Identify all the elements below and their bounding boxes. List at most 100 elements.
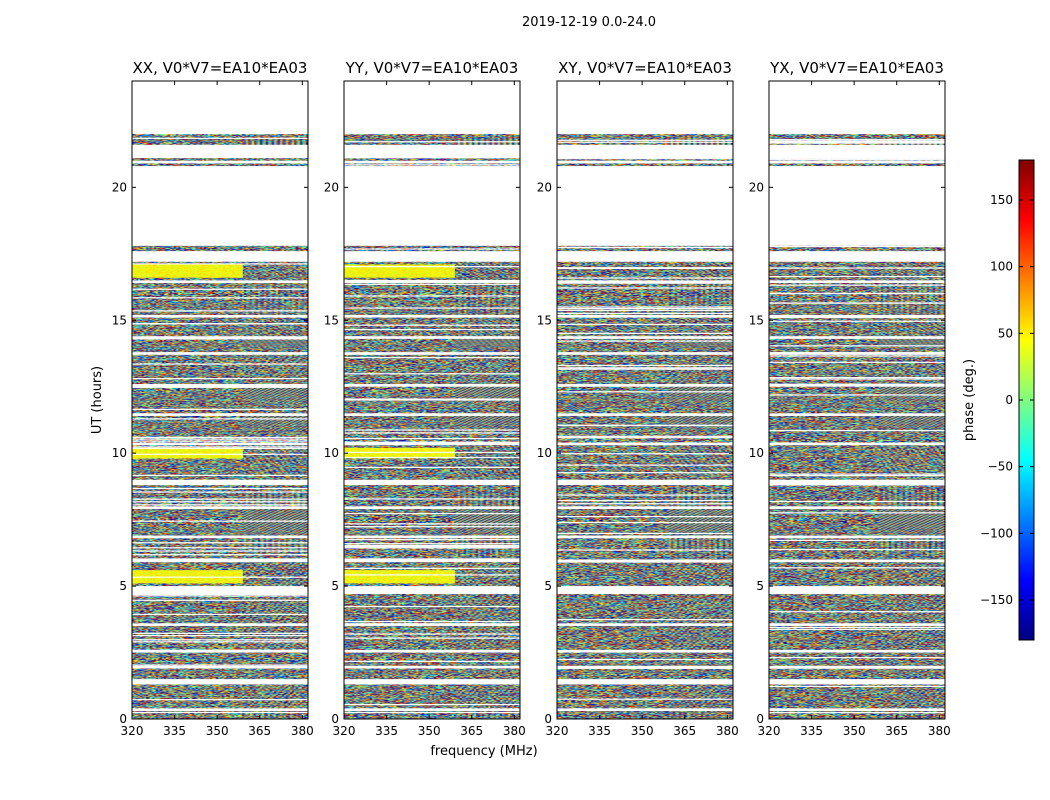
- flag-gap: [344, 295, 520, 297]
- flag-gap: [769, 506, 945, 508]
- flag-gap: [344, 373, 520, 375]
- flag-gap: [132, 338, 308, 340]
- flag-gap: [344, 574, 520, 576]
- flag-gap: [132, 436, 308, 438]
- heatmap-segment: [769, 163, 945, 167]
- heatmap-segment: [557, 158, 733, 161]
- x-tick-label: 350: [631, 724, 654, 738]
- phase-heatmap: [132, 127, 308, 719]
- flag-gap: [132, 664, 308, 666]
- heatmap-segment: [769, 261, 945, 281]
- y-tick-label: 0: [331, 712, 339, 726]
- flag-gap: [769, 628, 945, 630]
- y-tick-label: 10: [749, 446, 764, 460]
- heatmap-segment: [132, 338, 308, 353]
- flag-gap: [344, 150, 520, 152]
- flag-gap: [344, 523, 520, 525]
- flag-gap: [132, 453, 308, 455]
- heatmap-segment: [344, 283, 520, 315]
- flag-gap: [344, 178, 520, 181]
- heatmap-segment: [557, 245, 733, 252]
- flag-gap: [132, 491, 308, 493]
- flag-gap: [132, 576, 308, 578]
- flag-gap: [344, 660, 520, 662]
- flag-gap: [769, 241, 945, 243]
- flag-gap: [132, 438, 308, 440]
- flag-gap: [557, 306, 733, 308]
- heatmap-segment: [557, 317, 733, 337]
- flag-gap: [132, 385, 308, 388]
- heatmap-segment: [769, 317, 945, 337]
- flag-gap: [769, 378, 945, 380]
- flag-gap: [132, 639, 308, 641]
- flag-gap: [557, 503, 733, 505]
- heatmap-segment: [769, 711, 945, 719]
- flag-gap: [557, 680, 733, 682]
- flag-gap: [557, 561, 733, 563]
- flag-gap: [557, 166, 733, 169]
- flag-gap: [132, 446, 308, 448]
- heatmap-segment: [344, 594, 520, 624]
- heatmap-coherent-segment: [344, 264, 455, 278]
- flag-gap: [344, 399, 520, 401]
- flag-gap: [769, 242, 945, 244]
- y-tick-label: 15: [537, 313, 552, 327]
- heatmap-segment: [344, 317, 520, 337]
- flag-gap: [557, 277, 733, 279]
- y-tick-label: 15: [324, 313, 339, 327]
- heatmap-segment: [132, 711, 308, 719]
- y-tick-label: 5: [119, 579, 127, 593]
- flag-gap: [344, 198, 520, 200]
- x-tick-label: 320: [121, 724, 144, 738]
- y-tick-label: 10: [537, 446, 552, 460]
- flag-gap: [344, 637, 520, 639]
- flag-gap: [344, 357, 520, 359]
- heatmap-segment: [132, 625, 308, 650]
- flag-gap: [344, 307, 520, 309]
- heatmap-coherent-segment: [132, 264, 243, 278]
- flag-gap: [769, 429, 945, 432]
- heatmap-segment: [769, 684, 945, 709]
- flag-gap: [557, 312, 733, 315]
- flag-gap: [557, 158, 733, 160]
- phase-heatmap: [769, 99, 945, 719]
- flag-gap: [132, 127, 308, 130]
- flag-gap: [344, 513, 520, 515]
- flag-gap: [344, 279, 520, 282]
- flag-gap: [132, 501, 308, 503]
- flag-gap: [132, 635, 308, 637]
- flag-gap: [769, 142, 945, 144]
- flag-gap: [344, 127, 520, 129]
- heatmap-segment: [557, 684, 733, 709]
- flag-gap: [769, 320, 945, 322]
- flag-gap: [132, 520, 308, 522]
- flag-gap: [557, 282, 733, 284]
- flag-gap: [132, 699, 308, 701]
- flag-gap: [557, 131, 733, 133]
- flag-gap: [557, 559, 733, 562]
- flag-gap: [769, 238, 945, 240]
- heatmap-segment: [132, 354, 308, 385]
- flag-gap: [344, 99, 520, 102]
- flag-gap: [769, 230, 945, 232]
- flag-gap: [769, 657, 945, 659]
- flag-gap: [132, 593, 308, 596]
- flag-gap: [132, 613, 308, 615]
- panels: XX, V0*V7=EA10*EA03 320 335 350 365 380 0 5 10 15…: [112, 59, 951, 738]
- y-tick-label: 0: [756, 712, 764, 726]
- heatmap-segment: [132, 245, 308, 252]
- heatmap-segment: [557, 415, 733, 443]
- flag-gap: [132, 418, 308, 420]
- x-tick-label: 380: [503, 724, 526, 738]
- heatmap-segment: [132, 415, 308, 443]
- flag-gap: [132, 237, 308, 239]
- flag-gap: [132, 280, 308, 282]
- flag-gap: [557, 516, 733, 518]
- flag-gap: [344, 546, 520, 548]
- flag-gap: [132, 195, 308, 198]
- x-tick-label: 320: [333, 724, 356, 738]
- flag-gap: [557, 267, 733, 269]
- heatmap-segment: [132, 684, 308, 709]
- flag-gap: [557, 521, 733, 524]
